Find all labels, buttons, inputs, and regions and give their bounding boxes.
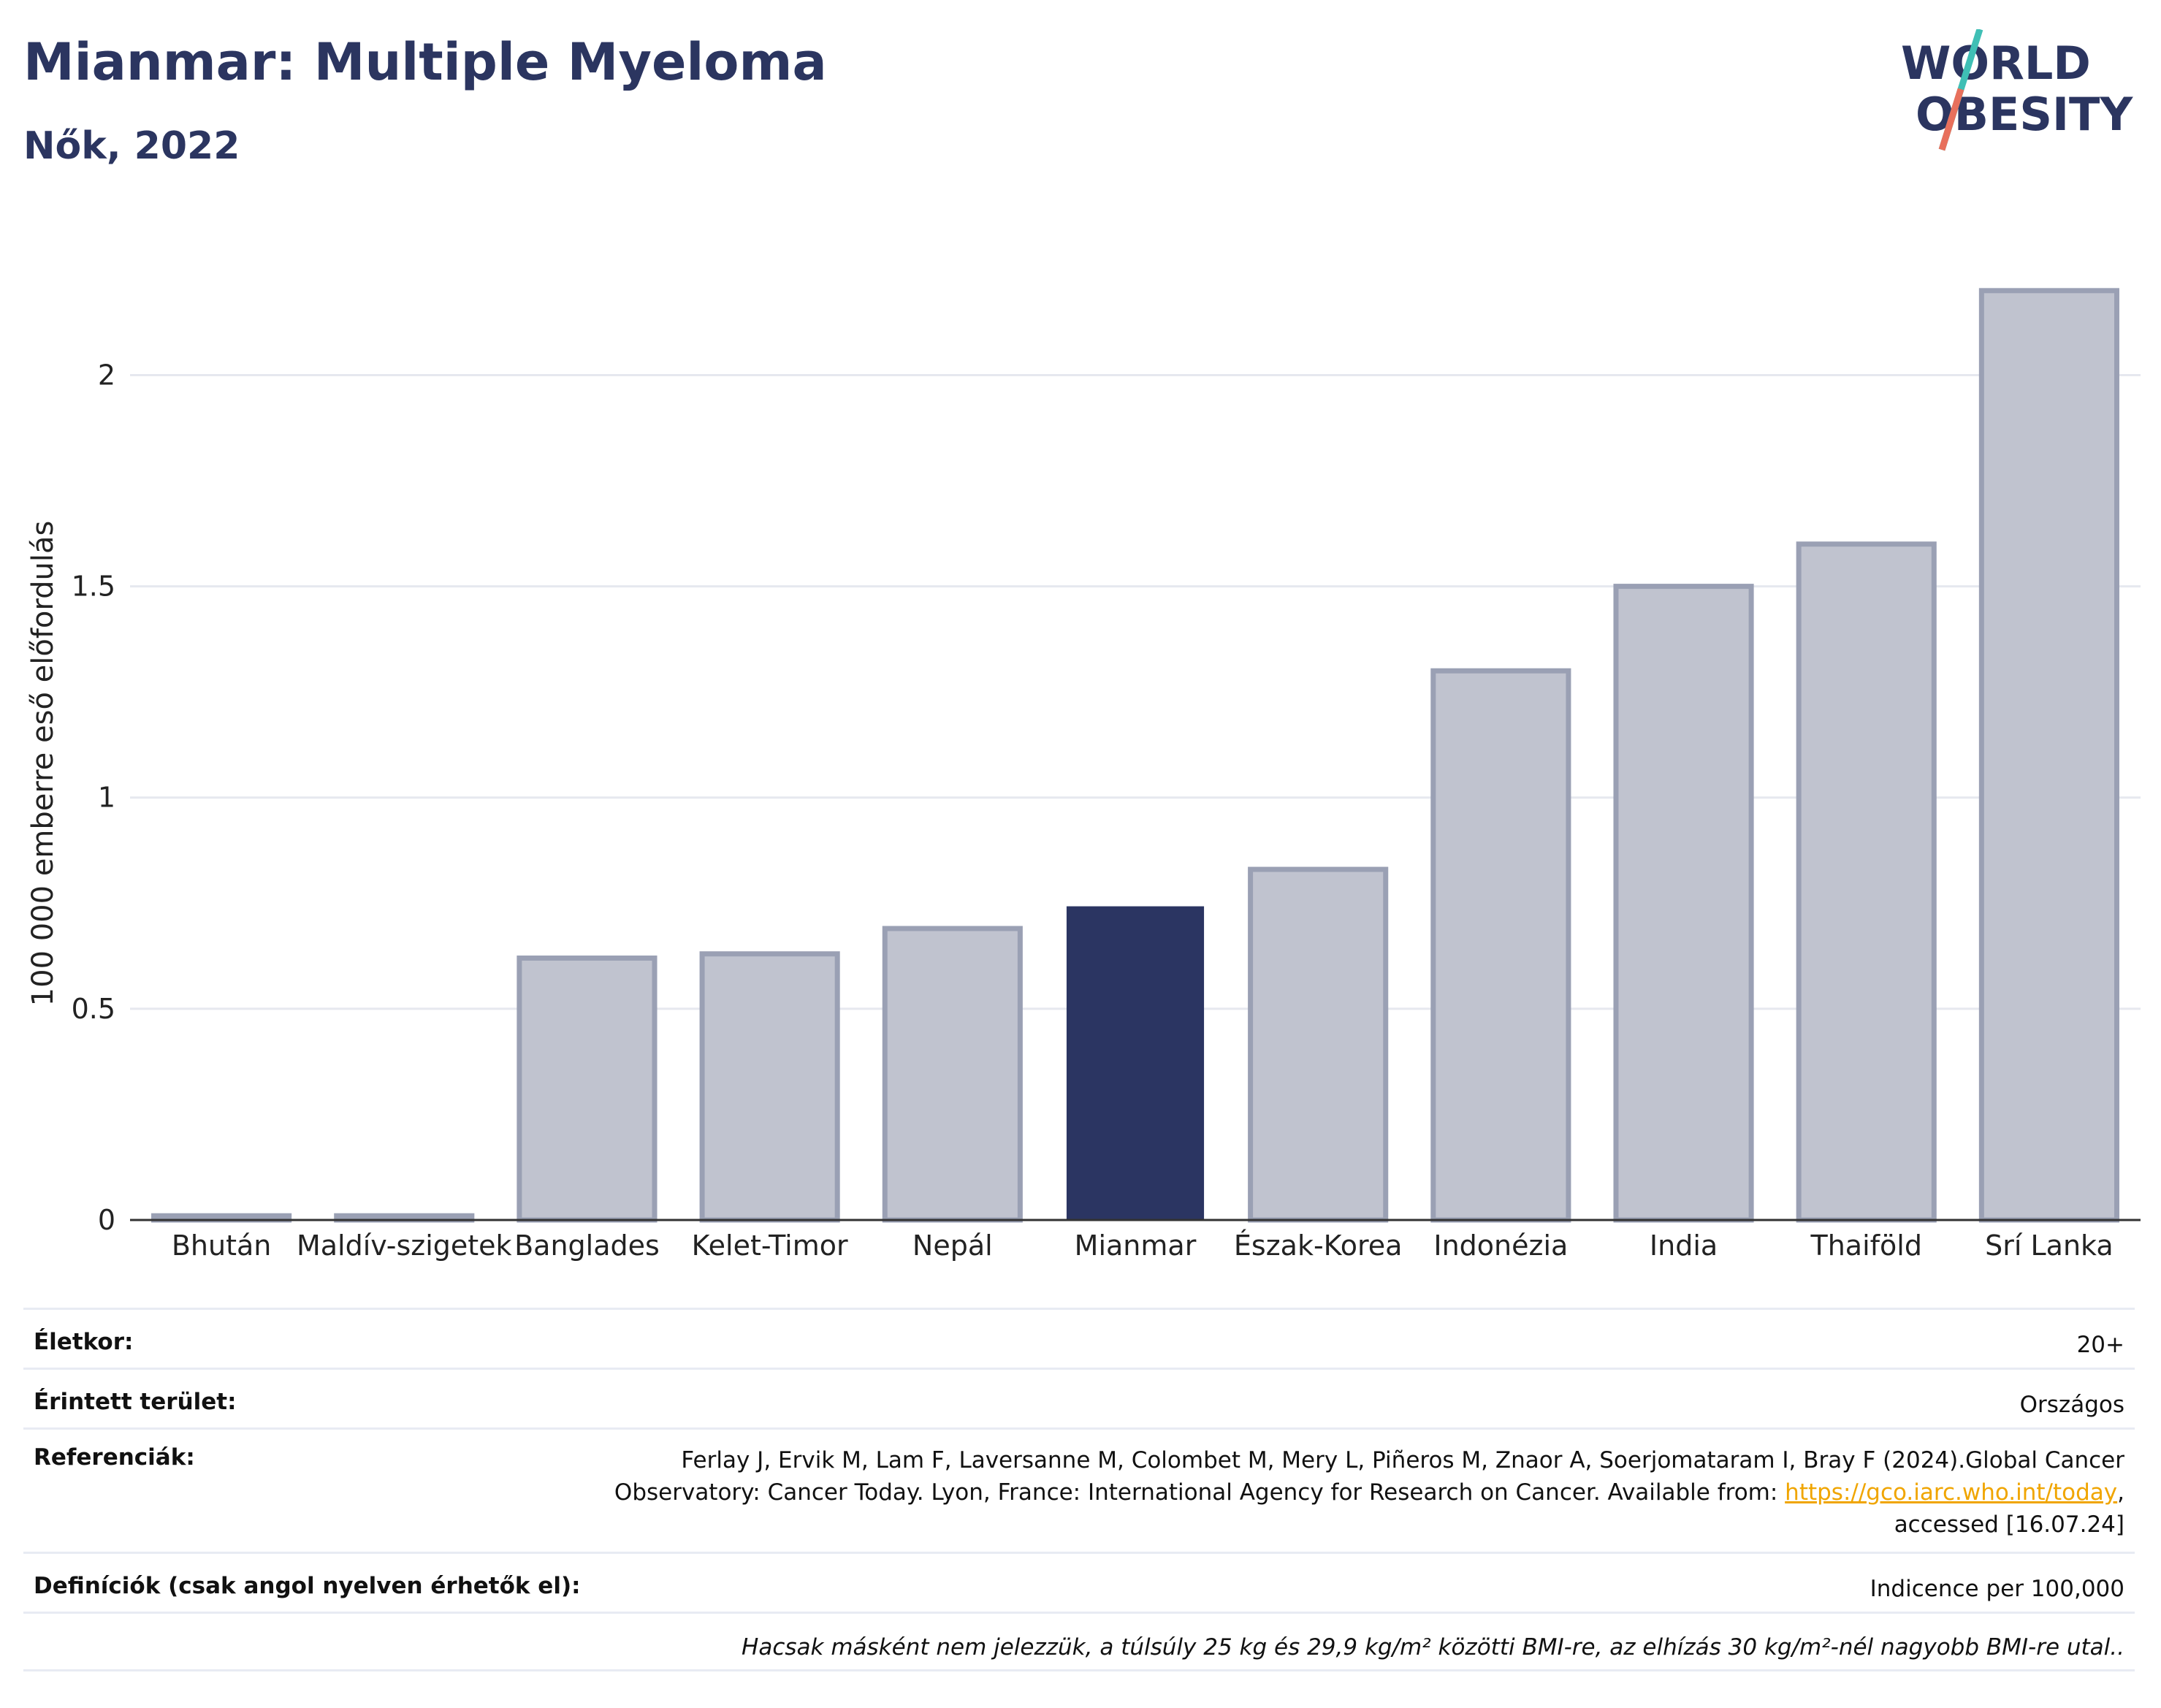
x-tick-label: Banglades: [514, 1229, 660, 1262]
info-row-note: Hacsak másként nem jelezzük, a túlsúly 2…: [23, 1612, 2135, 1671]
x-tick-label: Maldív-szigetek: [297, 1229, 512, 1262]
x-tick-label: Thaiföld: [1810, 1229, 1922, 1262]
world-obesity-logo: WORLD OBESITY: [1901, 29, 2133, 151]
logo-word-1: WORLD: [1901, 37, 2091, 90]
info-row-age: Életkor: 20+: [23, 1308, 2135, 1368]
bar-Kelet-Timor[interactable]: [699, 951, 840, 1223]
area-value: Országos: [2019, 1392, 2124, 1418]
info-table: Életkor: 20+ Érintett terület: Országos …: [23, 1308, 2135, 1671]
definitions-label: Definíciók (csak angol nyelven érhetők e…: [34, 1573, 581, 1599]
info-row-references: Referenciák: Ferlay J, Ervik M, Lam F, L…: [23, 1427, 2135, 1552]
x-ticks: Bhután Maldív-szigetek Banglades Kelet-Timo…: [172, 1229, 2114, 1262]
bar-Banglades[interactable]: [517, 955, 658, 1223]
y-ticks: 0 0.5 1 1.5 2: [72, 359, 115, 1236]
logo-slash-red: [1938, 88, 1964, 151]
x-tick-label: India: [1650, 1229, 1718, 1262]
bar-Mianmar[interactable]: [1066, 906, 1205, 1221]
y-tick-label: 1: [98, 782, 115, 814]
reference-line-1: Ferlay J, Ervik M, Lam F, Laversanne M, …: [681, 1447, 2124, 1473]
chart-title: Mianmar: Multiple Myeloma: [23, 32, 827, 92]
y-axis-label: 100 000 emberre eső előfordulás: [26, 521, 60, 1007]
x-tick-label: Indonézia: [1433, 1229, 1568, 1262]
definitions-value: Indicence per 100,000: [1870, 1576, 2124, 1602]
bar-Indonézia[interactable]: [1430, 668, 1571, 1223]
x-tick-label: Bhután: [172, 1229, 272, 1262]
x-tick-label: Mianmar: [1075, 1229, 1197, 1262]
reference-line-2-end: ,: [2117, 1479, 2124, 1506]
y-tick-label: 2: [98, 359, 115, 391]
bar-Thaiföld[interactable]: [1796, 541, 1937, 1223]
y-tick-label: 0.5: [72, 993, 115, 1025]
age-label: Életkor:: [34, 1329, 134, 1355]
y-tick-label: 0: [98, 1204, 115, 1236]
bar-Észak-Korea[interactable]: [1248, 866, 1389, 1223]
bar-India[interactable]: [1613, 584, 1754, 1223]
bars: [151, 288, 2119, 1223]
references-value: Ferlay J, Ervik M, Lam F, Laversanne M, …: [614, 1444, 2135, 1541]
x-tick-label: Észak-Korea: [1234, 1229, 1403, 1262]
y-tick-label: 1.5: [72, 571, 115, 603]
info-row-area: Érintett terület: Országos: [23, 1368, 2135, 1427]
x-tick-label: Nepál: [912, 1229, 993, 1262]
area-label: Érintett terület:: [34, 1389, 237, 1415]
bar-chart: 0 0.5 1 1.5 2 Bhután Maldív-szigetek Banglades…: [26, 288, 2141, 1262]
age-value: 20+: [2076, 1332, 2124, 1358]
references-label: Referenciák:: [34, 1444, 195, 1471]
reference-link[interactable]: https://gco.iarc.who.int/today: [1785, 1479, 2118, 1506]
reference-line-2: Observatory: Cancer Today. Lyon, France:…: [614, 1479, 1785, 1506]
x-tick-label: Kelet-Timor: [692, 1229, 848, 1262]
bar-Nepál[interactable]: [882, 926, 1023, 1223]
x-tick-label: Srí Lanka: [1985, 1229, 2114, 1262]
bar-Srí Lanka[interactable]: [1978, 288, 2119, 1223]
bmi-note: Hacsak másként nem jelezzük, a túlsúly 2…: [742, 1634, 2124, 1661]
info-row-definitions: Definíciók (csak angol nyelven érhetők e…: [23, 1552, 2135, 1612]
reference-line-3: accessed [16.07.24]: [1894, 1511, 2124, 1538]
chart-subtitle: Nők, 2022: [23, 124, 240, 168]
